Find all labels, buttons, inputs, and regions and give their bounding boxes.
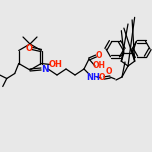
Text: O: O xyxy=(99,74,105,83)
Text: OH: OH xyxy=(48,60,62,69)
Text: O: O xyxy=(96,52,102,60)
Text: O: O xyxy=(25,44,32,53)
Text: O: O xyxy=(106,67,112,76)
Text: OH: OH xyxy=(93,62,105,71)
Text: NH: NH xyxy=(86,73,100,81)
Text: N: N xyxy=(41,64,48,74)
